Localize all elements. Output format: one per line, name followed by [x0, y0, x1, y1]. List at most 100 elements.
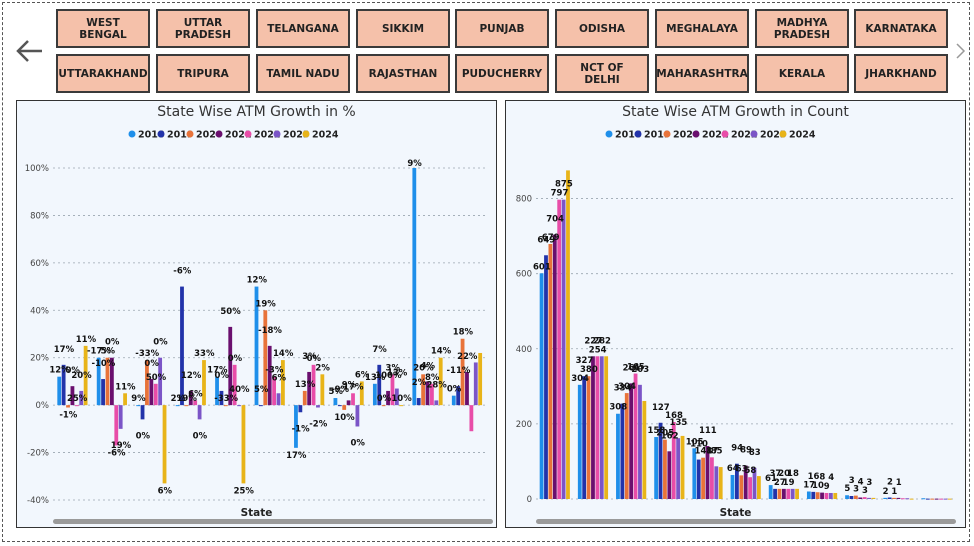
data-label: 8% [425, 373, 440, 383]
data-label: 0% [307, 354, 322, 364]
y-tick-label: -20% [27, 449, 49, 459]
data-label: 0% [215, 371, 230, 381]
data-label: 12% [49, 366, 70, 376]
bar-2020 [663, 439, 667, 499]
y-tick-label: 0% [36, 401, 50, 411]
data-label: -33% [214, 394, 238, 404]
bar-2024 [478, 352, 483, 406]
data-label: 61 [765, 474, 777, 484]
bar-2023 [316, 405, 320, 408]
data-label: 135 [670, 418, 688, 428]
legend-label-2019: 2019 [167, 130, 193, 141]
slicer-item-nct-of-delhi[interactable]: NCT OF DELHI [555, 54, 649, 93]
slicer-item-uttarakhand[interactable]: UTTARAKHAND [56, 54, 150, 93]
bar-2018 [175, 405, 180, 407]
data-label: 0% [350, 438, 365, 448]
slicer-item-meghalaya[interactable]: MEGHALAYA [655, 9, 749, 48]
bar-2019 [544, 255, 548, 499]
bar-2024 [202, 360, 206, 406]
bar-2022 [469, 405, 474, 432]
legend-label-2019: 2019 [644, 130, 670, 141]
slicer-item-rajasthan[interactable]: RAJASTHAN [356, 54, 450, 93]
data-label: 11% [115, 382, 136, 392]
data-label: 282 [593, 336, 611, 346]
slicer-item-tripura[interactable]: TRIPURA [156, 54, 250, 93]
data-label: 141 [695, 447, 713, 457]
bar-2022 [900, 498, 905, 500]
data-label: 380 [580, 365, 598, 375]
slicer-item-punjab[interactable]: PUNJAB [455, 9, 549, 48]
data-label: 0% [66, 366, 81, 376]
slicer-item-tamil-nadu[interactable]: TAMIL NADU [256, 54, 350, 93]
data-label: 0% [105, 338, 120, 348]
data-label: 304 [571, 374, 589, 384]
data-label: 4 [828, 473, 834, 483]
data-label: 2% [315, 363, 330, 373]
horizontal-scrollbar[interactable] [536, 519, 956, 524]
bar-2022 [671, 422, 676, 499]
bar-2019 [140, 405, 145, 420]
slicer-item-puducherry[interactable]: PUDUCHERRY [455, 54, 549, 93]
data-label: 127 [652, 403, 670, 413]
slicer-item-uttar-pradesh[interactable]: UTTAR PRADESH [156, 9, 250, 48]
state-slicer: WEST BENGAL UTTAR PRADESH TELANGANA SIKKIM P… [56, 8, 952, 96]
bar-2019 [925, 498, 930, 500]
slicer-item-maharashtra[interactable]: MAHARASHTRA [655, 54, 749, 93]
slicer-item-odisha[interactable]: ODISHA [555, 9, 649, 48]
data-label: 304 [618, 382, 636, 392]
slicer-item-kerala[interactable]: KERALA [755, 54, 849, 93]
legend-label-2020: 2020 [673, 130, 700, 141]
bar-2023 [714, 466, 719, 499]
next-page-button[interactable] [954, 40, 968, 62]
bar-2023 [676, 438, 681, 499]
bar-2021 [591, 356, 595, 499]
data-label: 3 [866, 478, 872, 488]
slicer-item-karnataka[interactable]: KARNATAKA [854, 9, 948, 48]
bar-2021 [267, 345, 272, 406]
slicer-item-madhya-pradesh[interactable]: MADHYA PRADESH [755, 9, 849, 48]
data-label: 1 [891, 487, 897, 497]
data-label: 2 [883, 487, 889, 497]
bars [539, 170, 952, 500]
data-label: 9% [131, 394, 146, 404]
horizontal-scrollbar[interactable] [53, 519, 493, 524]
data-label: 2% [171, 394, 186, 404]
data-label: 2% [412, 378, 427, 388]
bar-2019 [887, 497, 892, 499]
data-label: 63 [736, 464, 748, 474]
slicer-item-telangana[interactable]: TELANGANA [256, 9, 350, 48]
bar-2018 [845, 495, 849, 499]
data-label: 50% [220, 307, 241, 317]
slicer-item-jharkhand[interactable]: JHARKHAND [854, 54, 948, 93]
bar-2018 [136, 405, 141, 407]
data-label: 205 [656, 429, 674, 439]
bar-2022 [193, 400, 198, 406]
bar-2020 [815, 492, 820, 499]
slicer-item-west-bengal[interactable]: WEST BENGAL [56, 9, 150, 48]
bar-2021 [70, 386, 75, 406]
data-label: -1% [59, 411, 77, 421]
bar-2024 [909, 498, 914, 500]
back-button[interactable] [12, 32, 46, 70]
data-label: 20 [778, 469, 790, 479]
data-label: 327 [576, 356, 594, 366]
bar-2018 [692, 448, 697, 499]
data-label: 33% [194, 349, 215, 359]
bar-2018 [768, 485, 773, 499]
legend-label-2018: 2018 [615, 130, 642, 141]
data-label: 85 [711, 446, 723, 456]
bar-2020 [223, 405, 228, 407]
bar-2018 [372, 383, 377, 406]
bar-2018 [539, 273, 544, 499]
bar-2021 [629, 383, 634, 499]
slicer-item-sikkim[interactable]: SIKKIM [356, 9, 450, 48]
bar-2022 [153, 383, 158, 406]
bar-2022 [430, 383, 434, 406]
bar-2020 [586, 376, 591, 499]
data-label: 14% [431, 347, 452, 357]
data-label: 19 [783, 478, 795, 488]
bar-2022 [862, 497, 867, 499]
chevron-right-icon [956, 43, 966, 59]
bar-2019 [180, 286, 184, 406]
y-tick-label: -40% [27, 496, 49, 506]
